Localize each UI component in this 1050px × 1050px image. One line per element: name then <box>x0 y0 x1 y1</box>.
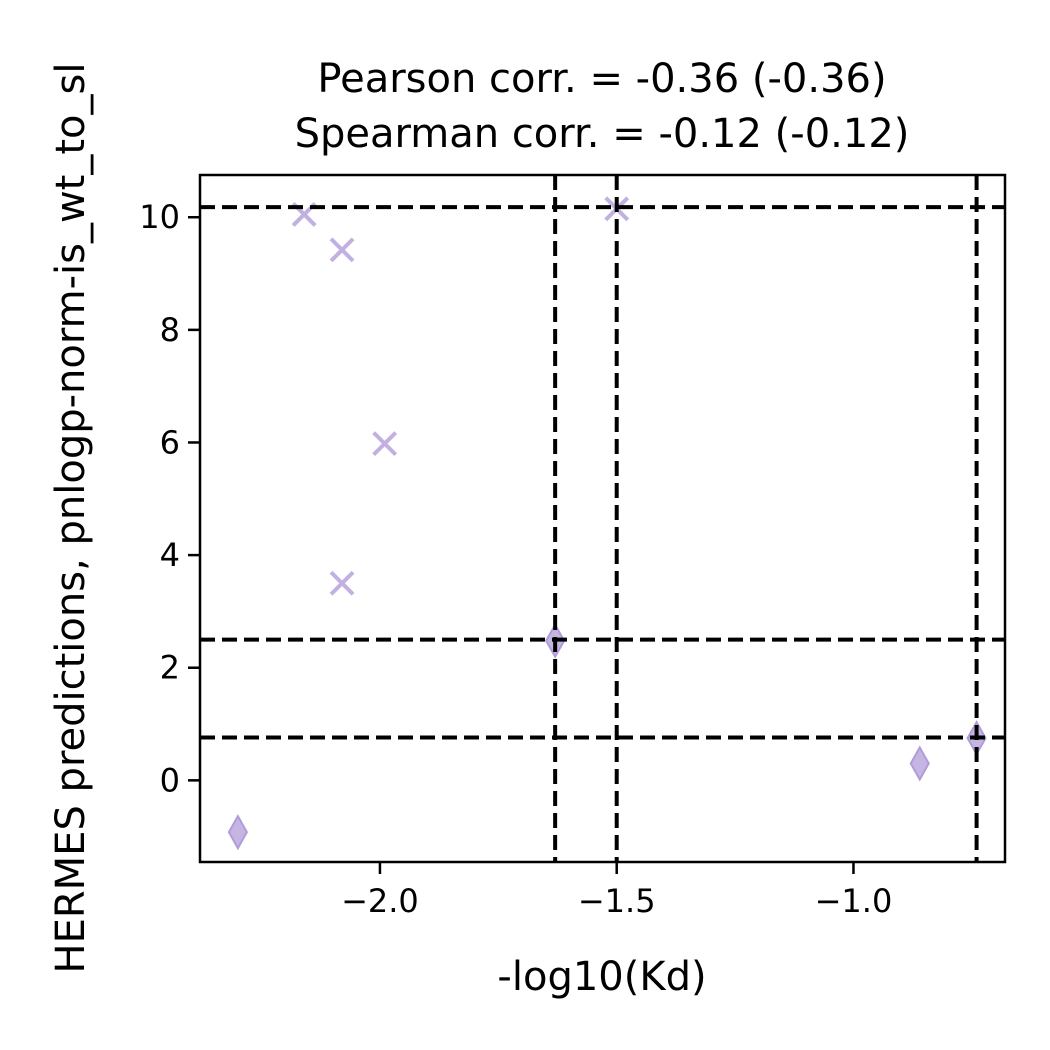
data-point-x-0-3 <box>329 570 355 596</box>
x-axis: −2.0 −1.5 −1.0 <box>341 862 892 920</box>
y-axis-label: HERMES predictions, pnlogp-norm-is_wt_to… <box>48 63 94 974</box>
x-axis-label: -log10(Kd) <box>497 954 706 1000</box>
y-tick-label-2: 4 <box>160 536 180 574</box>
y-tick-label-1: 2 <box>160 649 180 687</box>
chart-title-spearman: Spearman corr. = -0.12 (-0.12) <box>295 111 910 157</box>
chart-title-pearson: Pearson corr. = -0.36 (-0.36) <box>317 56 886 102</box>
y-tick-label-0: 0 <box>160 761 180 799</box>
data-point-diamond-1-0 <box>227 814 249 851</box>
y-tick-label-3: 6 <box>160 423 180 461</box>
plot-area <box>200 175 1005 862</box>
y-axis: 0 2 4 6 8 10 <box>139 198 200 799</box>
data-point-x-0-1 <box>329 237 355 263</box>
x-tick-label-0: −2.0 <box>341 882 419 920</box>
data-point-diamond-1-2 <box>909 745 930 782</box>
y-tick-label-5: 10 <box>139 198 180 236</box>
plot-frame <box>198 173 1007 864</box>
y-tick-label-4: 8 <box>160 311 180 349</box>
x-tick-label-1: −1.5 <box>578 882 656 920</box>
data-point-x-0-2 <box>372 431 398 457</box>
x-tick-label-2: −1.0 <box>815 882 893 920</box>
